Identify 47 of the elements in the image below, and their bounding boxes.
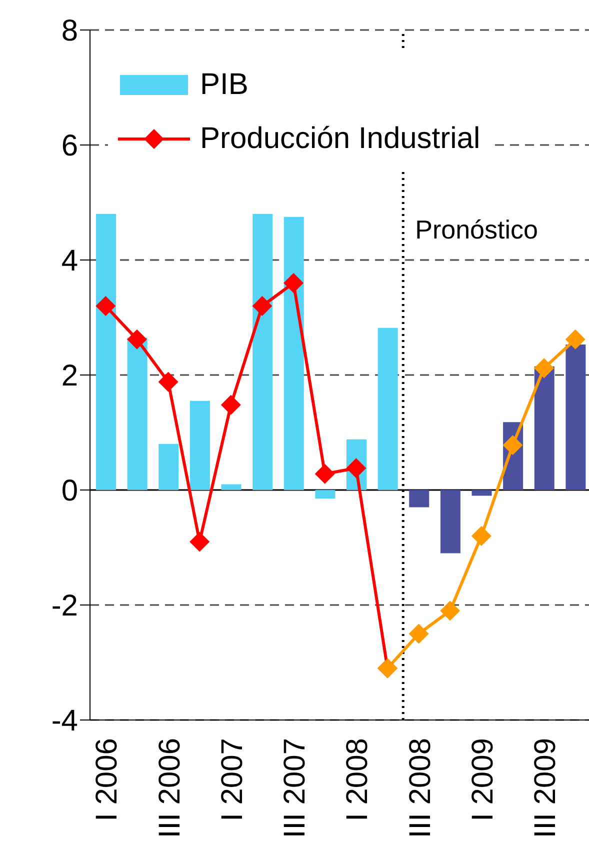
bar <box>409 490 430 508</box>
point <box>220 394 241 415</box>
annotation: Pronóstico <box>415 214 538 244</box>
y-tick-label: 4 <box>61 244 78 278</box>
bar <box>440 490 460 554</box>
point <box>471 526 492 546</box>
point <box>502 435 523 456</box>
y-tick-label: 2 <box>61 360 78 393</box>
y-tick-label: -2 <box>51 590 78 623</box>
point <box>440 600 460 621</box>
y-tick-label: 6 <box>61 130 78 163</box>
point <box>408 624 429 644</box>
x-tick-label: I 2006 <box>90 738 124 822</box>
point <box>314 464 335 484</box>
x-tick-label: III 2007 <box>278 738 312 838</box>
point <box>96 296 116 316</box>
point <box>565 329 586 350</box>
point <box>534 358 554 378</box>
point <box>158 372 178 392</box>
bar <box>252 214 273 490</box>
bar <box>221 484 242 490</box>
legend-label: PIB <box>200 68 248 102</box>
x-tick-label: I 2007 <box>216 738 249 822</box>
bar <box>127 338 148 490</box>
point <box>346 458 366 478</box>
bar <box>158 444 179 490</box>
bar <box>378 328 398 490</box>
x-tick-label: III 2006 <box>153 738 186 838</box>
bar <box>534 366 554 490</box>
legend-label: Producción Industrial <box>200 122 480 156</box>
point <box>284 273 304 293</box>
point <box>252 296 272 316</box>
x-tick-label: III 2009 <box>529 738 562 838</box>
bar <box>96 214 116 490</box>
bar <box>284 216 304 490</box>
bar <box>472 490 492 496</box>
x-tick-label: III 2008 <box>404 738 437 838</box>
y-tick-label: -4 <box>51 704 78 738</box>
x-tick-label: I 2008 <box>341 738 374 822</box>
bar <box>190 400 210 490</box>
y-tick-label: 0 <box>61 474 78 508</box>
point <box>126 329 147 350</box>
x-tick-label: I 2009 <box>466 738 500 822</box>
bar <box>566 344 586 490</box>
point <box>190 532 210 552</box>
bar <box>315 490 336 499</box>
y-tick-label: 8 <box>61 14 78 48</box>
